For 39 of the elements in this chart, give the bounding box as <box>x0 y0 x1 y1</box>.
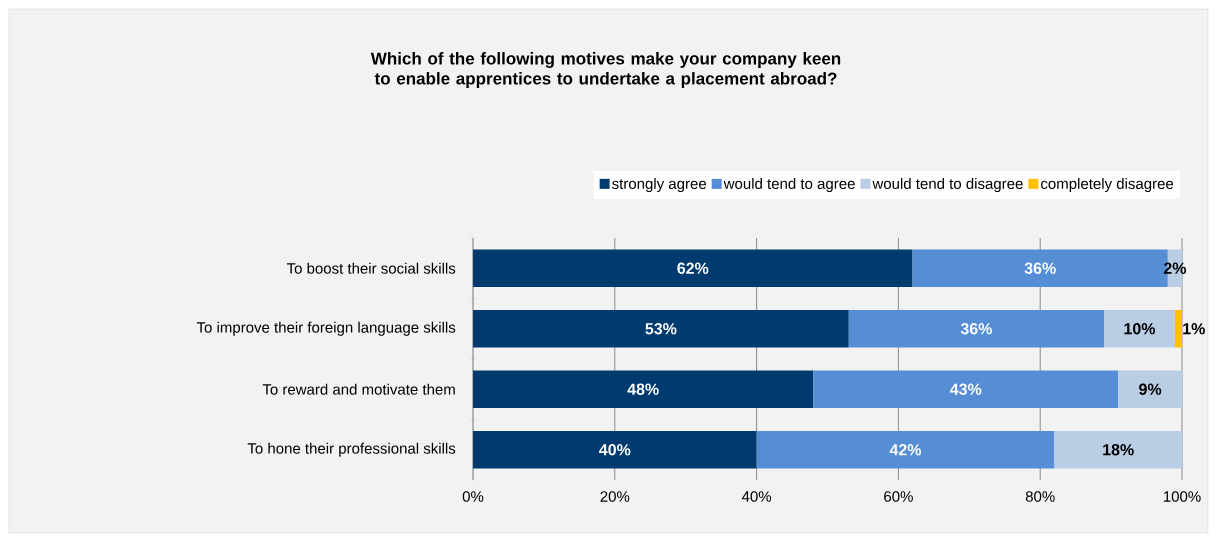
legend-label: strongly agree <box>612 177 706 192</box>
bar <box>473 309 849 348</box>
bar <box>1054 430 1183 469</box>
bar <box>473 249 913 287</box>
x-tick-label: 20% <box>600 491 630 502</box>
legend-label: completely disagree <box>1041 177 1174 192</box>
x-tick-label: 100% <box>1163 491 1201 502</box>
data-label: 48% <box>627 383 659 395</box>
bar <box>1174 309 1183 348</box>
x-tick-label: 40% <box>741 491 772 502</box>
x-tick-label: 60% <box>884 491 913 502</box>
chart-title: Which of the following motives make your company keen to enable apprentices to undertake a placement abroad? <box>370 52 841 88</box>
data-label: 43% <box>950 383 982 395</box>
data-label: 36% <box>960 323 992 335</box>
data-label: 2% <box>1163 262 1187 274</box>
data-label: 1% <box>1183 323 1205 335</box>
y-tick-label: To improve their foreign language skills <box>196 321 456 336</box>
data-label: 10% <box>1124 323 1156 335</box>
data-label: 62% <box>677 262 709 274</box>
legend-label: would tend to agree <box>723 177 855 192</box>
data-label: 40% <box>599 444 631 456</box>
x-tick-label: 0% <box>462 491 484 502</box>
bar <box>473 430 757 469</box>
bar <box>813 370 1119 408</box>
data-label: 36% <box>1024 262 1056 274</box>
y-tick-label: To hone their professional skills <box>247 442 456 457</box>
bar <box>756 430 1055 469</box>
y-tick-label: To boost their social skills <box>286 262 456 274</box>
y-tick-label: To reward and motivate them <box>262 383 455 395</box>
bar <box>1118 370 1183 408</box>
data-label: 42% <box>889 444 922 456</box>
legend-label: would tend to disagree <box>872 177 1023 192</box>
bar <box>473 370 814 408</box>
bar <box>1104 309 1175 348</box>
data-label: 53% <box>645 323 677 335</box>
bar <box>848 309 1105 348</box>
data-label: 9% <box>1139 383 1162 395</box>
data-label: 18% <box>1103 444 1134 456</box>
x-tick-label: 80% <box>1025 491 1055 502</box>
